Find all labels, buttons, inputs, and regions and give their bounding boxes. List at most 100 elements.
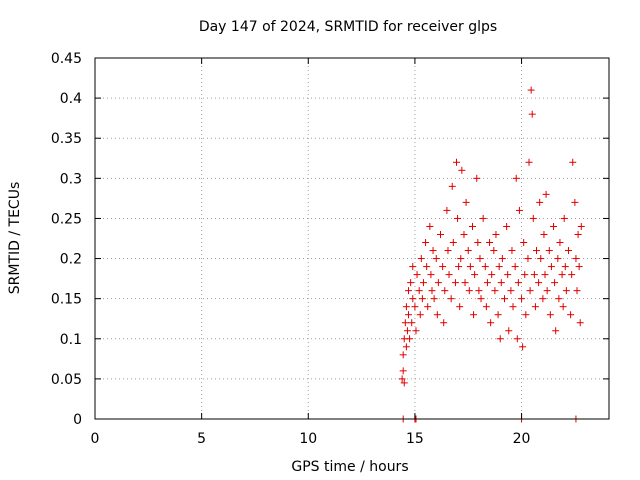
data-point [456,303,464,311]
data-point [477,295,485,303]
chart-title: Day 147 of 2024, SRMTID for receiver glp… [199,19,497,35]
data-point [514,279,522,287]
data-point [576,319,584,327]
data-point [575,263,583,271]
x-tick-label: 0 [91,431,100,447]
data-point [469,222,477,230]
data-point [487,319,495,327]
data-point [561,263,569,271]
data-point [525,158,533,166]
data-point [503,222,511,230]
data-point [539,295,547,303]
data-point [443,206,451,214]
x-tick-label: 20 [513,431,531,447]
data-point [519,343,527,351]
data-point [428,287,436,295]
data-point [479,214,487,222]
data-point [402,303,410,311]
data-point [445,271,453,279]
x-tick-labels: 0 5 10 15 20 [91,431,531,447]
data-point [542,190,550,198]
data-point [521,271,529,279]
data-point [512,174,520,182]
data-point [462,198,470,206]
data-point [400,379,408,387]
data-point [475,287,483,295]
data-point [471,271,479,279]
data-point [455,263,463,271]
data-point [434,279,442,287]
data-point [515,206,523,214]
data-point [504,271,512,279]
x-tick-label: 5 [197,431,206,447]
x-tick-label: 10 [299,431,317,447]
data-point [540,230,548,238]
data-point [486,239,494,247]
y-tick-labels: 0 0.05 0.1 0.15 0.2 0.25 0.3 0.35 0.4 0.45 [51,51,82,428]
data-point [454,214,462,222]
data-point [481,263,489,271]
data-point [449,239,457,247]
data-point [424,303,432,311]
data-point [440,319,448,327]
data-point [417,255,425,263]
data-point [496,335,504,343]
data-point [546,311,554,319]
data-point [439,263,447,271]
data-point [532,247,540,255]
data-point [416,311,424,319]
data-point [513,335,521,343]
data-point [402,343,410,351]
data-point [488,271,496,279]
x-axis-label: GPS time / hours [291,459,408,475]
data-point [433,311,441,319]
data-point [403,327,411,335]
plot-frame [94,57,610,420]
data-point [464,247,472,255]
data-point [474,239,482,247]
axis-ticks [94,57,609,420]
data-point [498,255,506,263]
data-point [429,247,437,255]
data-point [408,319,416,327]
data-point [427,271,435,279]
data-point [537,255,545,263]
data-point [554,255,562,263]
data-point [509,303,517,311]
data-point [559,303,567,311]
data-point [500,295,508,303]
data-point [574,230,582,238]
data-point [409,295,417,303]
data-point [399,367,407,375]
data-point [461,279,469,287]
data-point [541,271,549,279]
data-point [530,271,538,279]
data-point [571,198,579,206]
data-point [401,319,409,327]
data-point [426,222,434,230]
data-point [411,303,419,311]
y-axis-label: SRMTID / TECUs [7,182,23,295]
data-point [520,239,528,247]
data-point [569,158,577,166]
data-point [444,247,452,255]
y-tick-label: 0.3 [60,171,82,187]
data-point [451,279,459,287]
data-point [406,335,414,343]
data-point [398,375,406,383]
data-point [418,295,426,303]
data-point [518,295,526,303]
data-point [555,295,563,303]
data-point [492,230,500,238]
data-point [568,271,576,279]
data-point [508,247,516,255]
data-point [497,279,505,287]
data-point [494,311,502,319]
data-point [535,279,543,287]
y-tick-label: 0.2 [60,252,82,268]
y-tick-label: 0.35 [51,131,82,147]
data-point [470,311,478,319]
data-point [558,271,566,279]
